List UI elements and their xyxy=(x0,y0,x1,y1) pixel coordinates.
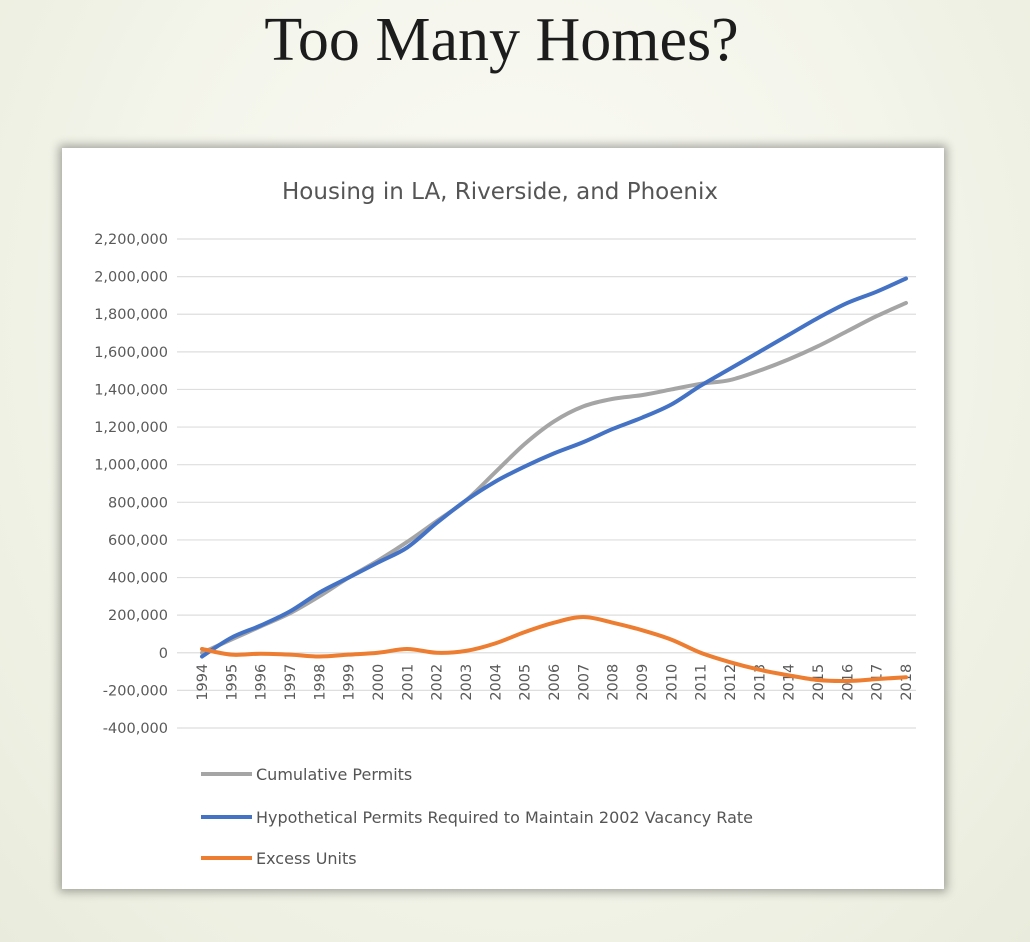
x-tick-label: 2002 xyxy=(430,664,446,701)
legend-label: Cumulative Permits xyxy=(256,765,412,784)
x-tick-label: 1999 xyxy=(342,664,358,701)
x-tick-label: 2015 xyxy=(811,664,827,701)
x-tick-label: 2001 xyxy=(400,664,416,701)
slide-title: Too Many Homes? xyxy=(264,6,739,74)
x-tick-label: 2017 xyxy=(870,664,886,701)
x-tick-label: 2010 xyxy=(664,664,680,701)
x-tick-label: 2000 xyxy=(371,664,387,701)
x-tick-label: 2008 xyxy=(606,664,622,701)
series-line-3 xyxy=(200,615,908,684)
y-tick-label: 1,800,000 xyxy=(94,307,168,323)
y-tick-label: -200,000 xyxy=(103,683,168,699)
y-tick-label: 2,200,000 xyxy=(94,232,168,248)
y-tick-label: 1,000,000 xyxy=(94,458,168,474)
x-tick-label: 2003 xyxy=(459,664,475,701)
y-axis-tick-labels: 2,200,000 2,000,000 1,800,000 1,600,000 1,40… xyxy=(94,232,168,737)
y-tick-label: 1,600,000 xyxy=(94,345,168,361)
y-tick-label: 200,000 xyxy=(108,608,168,624)
x-axis-tick-labels: 1994 1995 1996 1997 1998 1999 2000 2001 2002 2003… xyxy=(195,664,915,701)
x-tick-label: 2013 xyxy=(752,664,768,701)
x-tick-label: 1996 xyxy=(254,664,270,701)
x-tick-label: 1998 xyxy=(312,664,328,701)
x-tick-label: 1995 xyxy=(224,664,240,701)
legend-label: Hypothetical Permits Required to Maintai… xyxy=(256,808,753,827)
chart-title: Housing in LA, Riverside, and Phoenix xyxy=(282,179,718,205)
x-tick-label: 2004 xyxy=(488,664,504,701)
x-tick-label: 2014 xyxy=(782,664,798,701)
y-tick-label: 600,000 xyxy=(108,533,168,549)
legend-label: Excess Units xyxy=(256,849,357,868)
y-tick-label: 1,200,000 xyxy=(94,420,168,436)
chart-card: Housing in LA, Riverside, and Phoenix 2,… xyxy=(62,148,944,889)
x-tick-label: 1994 xyxy=(195,664,211,701)
y-tick-label: -400,000 xyxy=(103,721,168,737)
x-tick-label: 2006 xyxy=(547,664,563,701)
series-lines xyxy=(200,276,908,684)
legend: Cumulative Permits Hypothetical Permits R… xyxy=(201,765,753,868)
series-line-2 xyxy=(200,276,908,659)
x-tick-label: 2012 xyxy=(723,664,739,701)
y-tick-label: 2,000,000 xyxy=(94,270,168,286)
y-tick-label: 1,400,000 xyxy=(94,382,168,398)
y-tick-label: 0 xyxy=(159,646,168,662)
x-tick-label: 1997 xyxy=(283,664,299,701)
line-chart: Housing in LA, Riverside, and Phoenix 2,… xyxy=(94,179,916,868)
x-tick-label: 2018 xyxy=(899,664,915,701)
x-tick-label: 2007 xyxy=(576,664,592,701)
x-tick-label: 2009 xyxy=(635,664,651,701)
y-tick-label: 400,000 xyxy=(108,571,168,587)
x-tick-label: 2011 xyxy=(694,664,710,701)
y-tick-label: 800,000 xyxy=(108,495,168,511)
series-line-1 xyxy=(200,300,908,655)
x-tick-label: 2005 xyxy=(518,664,534,701)
